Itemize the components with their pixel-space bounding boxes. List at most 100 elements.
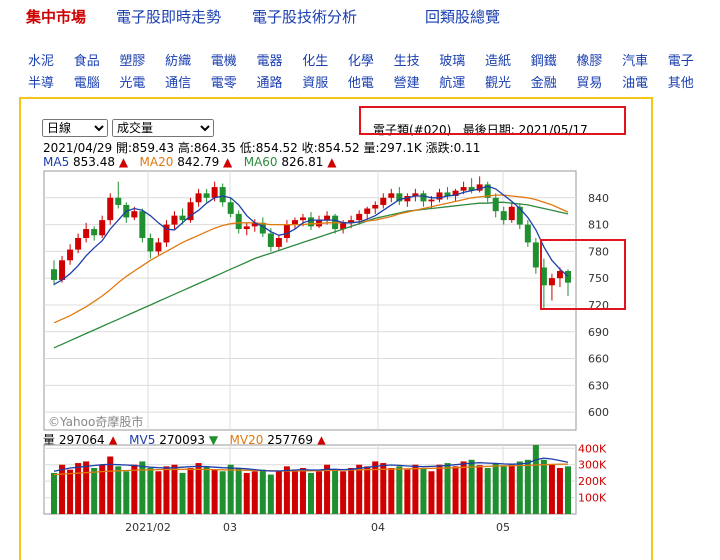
volume-bar	[324, 464, 331, 514]
volume-bar	[75, 463, 82, 514]
candle-body	[476, 184, 483, 191]
date-tick-label: 04	[371, 521, 385, 534]
volume-bar	[492, 463, 499, 514]
price-tick-label: 630	[588, 379, 609, 392]
category-link[interactable]: 汽車	[622, 54, 649, 69]
candle-body	[83, 229, 90, 238]
category-link[interactable]: 其他	[667, 76, 694, 91]
candle-body	[324, 215, 331, 221]
volume-bar	[540, 459, 547, 514]
category-link[interactable]: 金融	[530, 76, 557, 91]
candle-body	[452, 190, 459, 197]
category-link[interactable]: 玻璃	[439, 54, 466, 69]
candle-body	[500, 211, 507, 221]
mv20-arrow: ▲	[316, 433, 327, 447]
price-tick-label: 600	[588, 406, 609, 419]
candle-body	[348, 220, 355, 223]
candle-body	[308, 217, 314, 227]
candle-body	[107, 197, 114, 221]
ohlc-low: 低:854.52	[239, 141, 298, 155]
category-link[interactable]: 電子	[667, 54, 694, 69]
candle-body	[396, 193, 403, 202]
candle-body	[243, 226, 250, 230]
category-link[interactable]: 航運	[439, 76, 466, 91]
ohlc-open: 開:859.43	[116, 141, 175, 155]
category-link[interactable]: 食品	[73, 54, 100, 69]
volume-bar	[452, 466, 459, 514]
category-link[interactable]: 半導	[28, 76, 55, 91]
category-link[interactable]: 通信	[165, 76, 192, 91]
category-link[interactable]: 營建	[393, 76, 420, 91]
category-link[interactable]: 化學	[347, 54, 374, 69]
category-link[interactable]: 電器	[256, 54, 283, 69]
candle-body	[59, 260, 66, 280]
candle-body	[219, 187, 226, 203]
category-link[interactable]: 觀光	[485, 76, 512, 91]
category-link[interactable]: 電腦	[73, 76, 100, 91]
volume-bar	[364, 466, 371, 514]
volume-bar	[332, 469, 339, 514]
candle-body	[195, 193, 202, 203]
ma60-arrow: ▲	[327, 155, 337, 169]
category-link[interactable]: 紡織	[165, 54, 192, 69]
mv5-arrow: ▼	[208, 433, 219, 447]
candle-body	[235, 213, 242, 230]
category-link[interactable]: 鋼鐵	[530, 54, 557, 69]
volume-bar	[227, 464, 234, 514]
mv20-line	[53, 463, 569, 476]
category-link[interactable]: 他電	[347, 76, 374, 91]
category-link[interactable]: 橡膠	[576, 54, 603, 69]
candle-body	[516, 206, 523, 225]
category-link[interactable]: 水泥	[28, 54, 55, 69]
mv20-label: MV20	[229, 433, 264, 447]
category-link[interactable]: 造紙	[485, 54, 512, 69]
volume-bar	[532, 445, 539, 514]
vol-label: 量	[43, 433, 56, 447]
volume-tick-label: 300K	[578, 459, 607, 472]
volume-bar	[283, 466, 290, 514]
volume-bar	[508, 464, 515, 514]
category-link[interactable]: 電零	[210, 76, 237, 91]
candle-body	[179, 215, 186, 221]
candle-body	[227, 202, 234, 214]
volume-bar	[548, 464, 555, 514]
candle-body	[115, 197, 122, 205]
nav-technical[interactable]: 電子股技術分析	[252, 8, 358, 26]
category-link[interactable]: 通路	[256, 76, 283, 91]
ma20-label: MA20	[139, 155, 174, 169]
candle-body	[468, 187, 475, 191]
volume-bar	[203, 466, 210, 514]
price-tick-label: 690	[588, 326, 609, 339]
period-select[interactable]: 日線	[42, 119, 108, 137]
volume-bar	[291, 469, 298, 514]
volume-bar	[235, 468, 242, 514]
category-link[interactable]: 貿易	[576, 76, 603, 91]
category-link[interactable]: 油電	[622, 76, 649, 91]
mv20-value: 257769	[267, 433, 314, 447]
volume-bar	[59, 464, 66, 514]
category-nav: 水泥 食品 塑膠 紡織 電機 電器 化生 化學 生技 玻璃 造紙 鋼鐵 橡膠 汽車 電子 半導 電腦 光電 通信 電…	[28, 50, 718, 94]
candle-body	[147, 237, 154, 252]
volume-tick-label: 100K	[578, 492, 607, 505]
volume-bar	[388, 468, 395, 514]
volume-bar	[468, 459, 475, 514]
nav-market[interactable]: 集中市場	[26, 8, 87, 26]
category-link[interactable]: 塑膠	[119, 54, 146, 69]
volume-bar	[316, 471, 323, 514]
nav-realtime[interactable]: 電子股即時走勢	[116, 8, 222, 26]
ohlc-change: 漲跌:0.11	[425, 141, 481, 155]
volume-bar	[155, 471, 162, 514]
category-link[interactable]: 資服	[302, 76, 329, 91]
category-link[interactable]: 電機	[210, 54, 237, 69]
indicator-select[interactable]: 成交量	[112, 119, 214, 137]
volume-bar	[564, 466, 571, 514]
candle-body	[163, 224, 170, 243]
ma5-value: 853.48	[73, 155, 116, 169]
nav-overview[interactable]: 回類股總覽	[425, 8, 501, 26]
category-link[interactable]: 生技	[393, 54, 420, 69]
ma20-value: 842.79	[177, 155, 220, 169]
category-link[interactable]: 光電	[119, 76, 146, 91]
category-link[interactable]: 化生	[302, 54, 329, 69]
chart-panel	[19, 97, 653, 560]
